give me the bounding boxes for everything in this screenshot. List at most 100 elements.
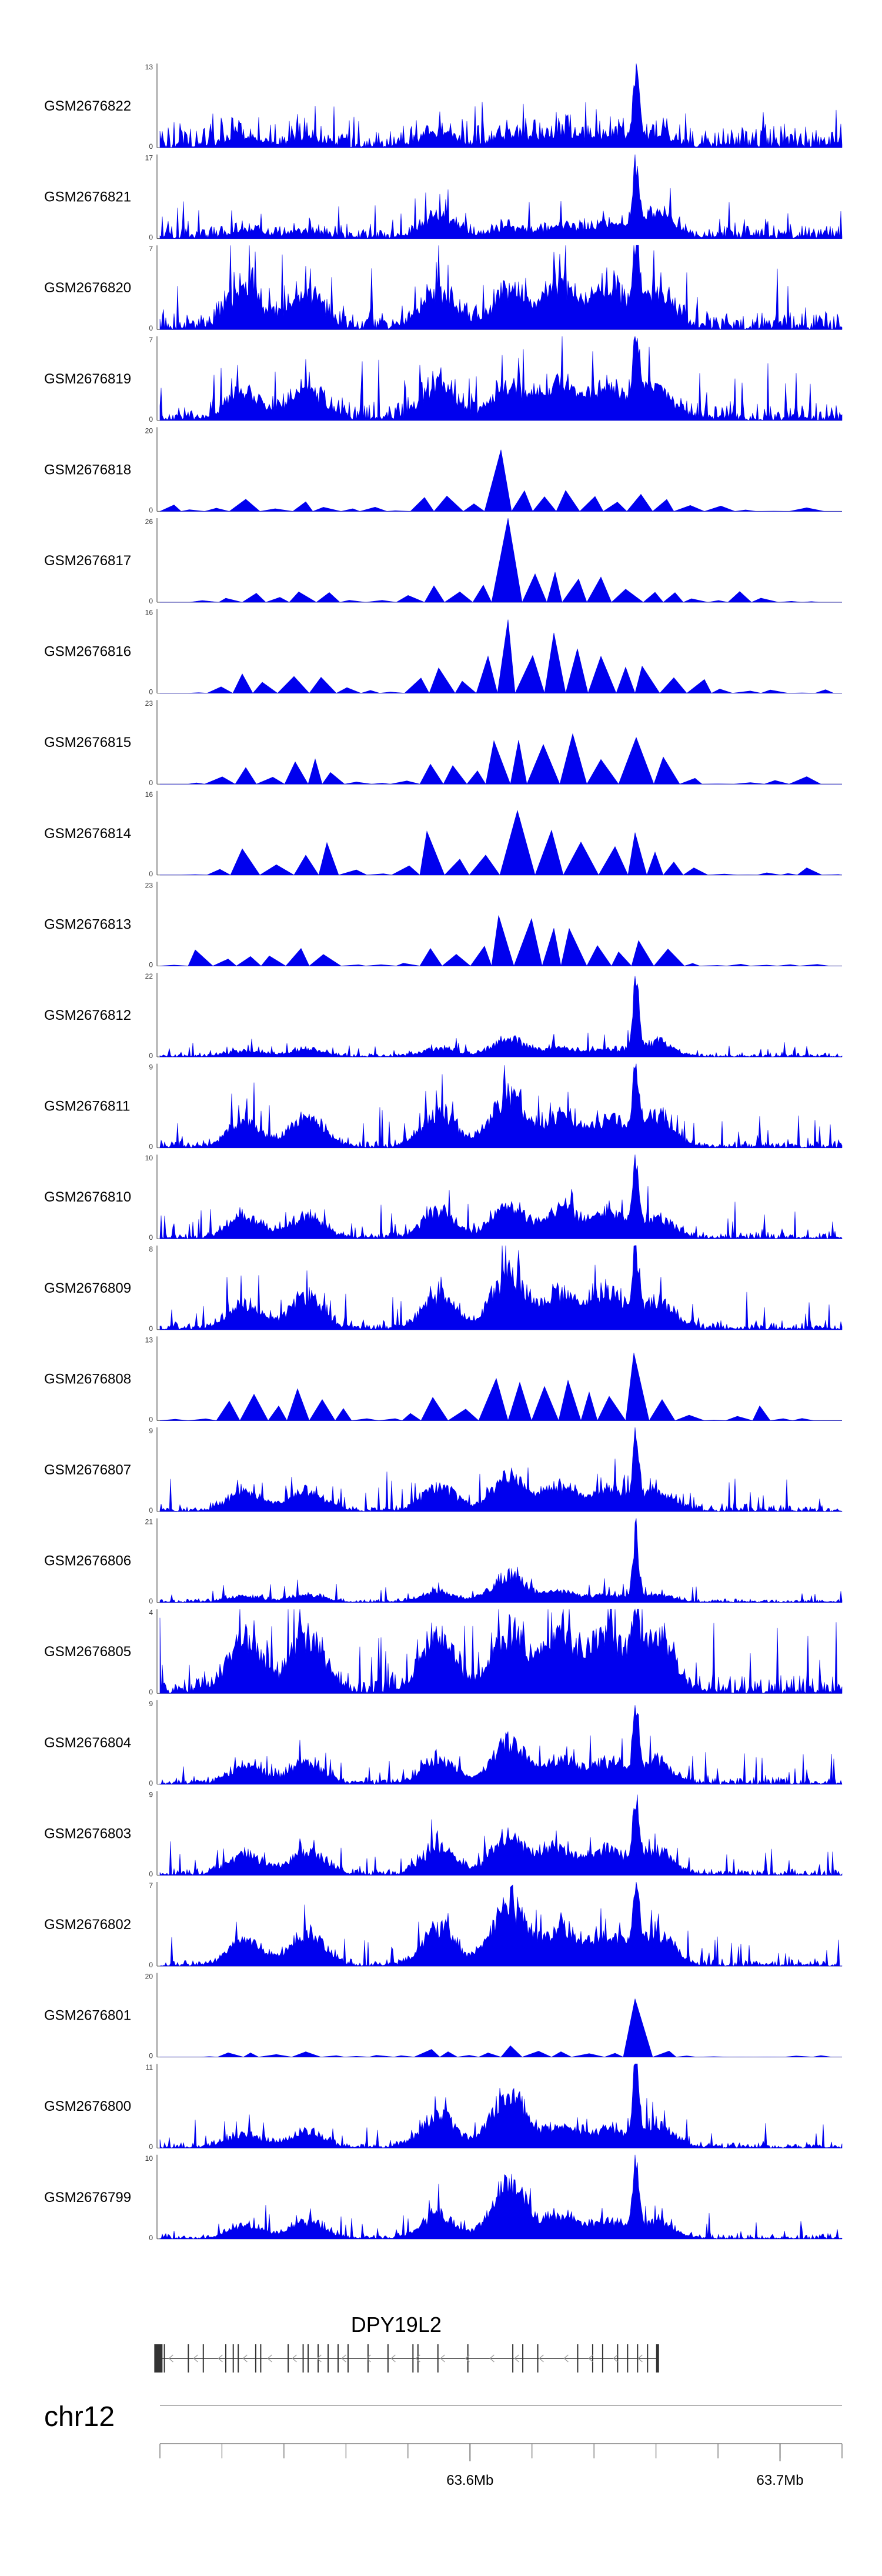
gene-exon xyxy=(202,2344,204,2373)
y-tick-zero: 0 xyxy=(149,1597,153,1606)
gene-exon xyxy=(387,2344,389,2373)
track-label: GSM2676817 xyxy=(44,553,131,569)
y-tick-zero: 0 xyxy=(149,2143,153,2151)
gene-exon xyxy=(512,2344,514,2373)
gene-exon xyxy=(577,2344,579,2373)
gene-exon xyxy=(437,2344,439,2373)
signal-area xyxy=(160,733,842,785)
signal-area xyxy=(159,154,843,239)
signal-area xyxy=(159,2063,843,2148)
signal-area xyxy=(160,518,842,603)
track-gsm2676803: GSM2676803 9 0 xyxy=(44,1790,843,1878)
strand-arrow xyxy=(316,2354,322,2363)
strand-arrow xyxy=(341,2354,346,2363)
gene-exon xyxy=(656,2344,659,2373)
gene-exon xyxy=(617,2344,619,2373)
y-tick-max: 8 xyxy=(149,1245,153,1253)
y-tick-max: 7 xyxy=(149,1881,153,1890)
y-tick-zero: 0 xyxy=(149,142,153,151)
gene-exon xyxy=(238,2344,239,2373)
signal-area xyxy=(160,809,843,876)
gene-exon xyxy=(302,2344,304,2373)
track-label: GSM2676806 xyxy=(44,1553,131,1569)
y-tick-max: 13 xyxy=(145,1336,153,1344)
signal-area xyxy=(159,915,842,967)
signal-area xyxy=(159,449,842,512)
track-label: GSM2676812 xyxy=(44,1007,131,1023)
y-tick-zero: 0 xyxy=(149,1415,153,1423)
track-label: GSM2676819 xyxy=(44,371,131,387)
y-tick-zero: 0 xyxy=(149,1506,153,1514)
y-tick-max: 23 xyxy=(145,699,153,708)
signal-area xyxy=(159,63,843,148)
signal-tracks: GSM2676822130GSM2676821170GSM267682070GS… xyxy=(44,63,843,2242)
y-tick-zero: 0 xyxy=(149,506,153,514)
y-tick-zero: 0 xyxy=(149,960,153,969)
y-tick-max: 10 xyxy=(145,1154,153,1162)
y-tick-max: 16 xyxy=(145,790,153,799)
track-gsm2676802: GSM2676802 7 0 xyxy=(44,1881,843,1969)
y-tick-zero: 0 xyxy=(149,324,153,332)
gene-exon xyxy=(337,2344,339,2373)
signal-area xyxy=(159,1154,843,1239)
gene-exon xyxy=(417,2344,419,2373)
gene-exon xyxy=(188,2344,189,2373)
gene-exon xyxy=(537,2344,539,2373)
y-tick-zero: 0 xyxy=(149,2234,153,2242)
gene-exon xyxy=(225,2344,226,2373)
gene-exon xyxy=(637,2344,639,2373)
track-label: GSM2676820 xyxy=(44,280,131,296)
track-gsm2676800: GSM2676800 11 0 xyxy=(44,2063,843,2151)
strand-arrow xyxy=(613,2354,618,2363)
track-label: GSM2676822 xyxy=(44,98,131,114)
track-gsm2676818: GSM2676818 20 0 xyxy=(44,426,842,514)
y-tick-max: 11 xyxy=(146,2063,153,2071)
strand-arrow xyxy=(440,2354,445,2363)
gene-exon xyxy=(260,2344,262,2373)
track-gsm2676806: GSM2676806 21 0 xyxy=(44,1518,843,1606)
y-tick-max: 21 xyxy=(145,1518,153,1526)
y-tick-max: 22 xyxy=(145,972,153,980)
track-label: GSM2676815 xyxy=(44,735,131,750)
gene-exon xyxy=(288,2344,289,2373)
signal-area xyxy=(159,976,843,1057)
signal-area xyxy=(159,1353,842,1422)
track-label: GSM2676804 xyxy=(44,1735,131,1751)
axis-tick-label: 63.7Mb xyxy=(757,2472,804,2488)
y-tick-max: 26 xyxy=(145,518,153,526)
y-tick-max: 20 xyxy=(145,426,153,435)
strand-arrow xyxy=(292,2354,297,2363)
signal-area xyxy=(159,1609,843,1694)
signal-area xyxy=(159,1881,843,1967)
strand-arrow xyxy=(242,2354,248,2363)
gene-exon xyxy=(347,2344,349,2373)
chromosome-label: chr12 xyxy=(44,2401,115,2432)
signal-area xyxy=(159,1245,843,1330)
track-label: GSM2676810 xyxy=(44,1189,131,1205)
gene-exon xyxy=(255,2344,256,2373)
y-tick-zero: 0 xyxy=(149,1870,153,1878)
track-gsm2676804: GSM2676804 9 0 xyxy=(44,1700,843,1787)
gene-track: DPY19L2 xyxy=(154,2313,659,2373)
strand-arrow xyxy=(168,2354,173,2363)
strand-arrow xyxy=(465,2354,470,2363)
y-tick-zero: 0 xyxy=(149,870,153,878)
signal-area xyxy=(160,619,842,694)
y-tick-zero: 0 xyxy=(149,2052,153,2060)
track-gsm2676817: GSM2676817 26 0 xyxy=(44,518,842,605)
y-tick-max: 10 xyxy=(145,2154,153,2163)
y-tick-max: 9 xyxy=(149,1790,153,1798)
axis-tick-label: 63.6Mb xyxy=(446,2472,493,2488)
track-gsm2676815: GSM2676815 23 0 xyxy=(44,699,842,787)
y-tick-zero: 0 xyxy=(149,1779,153,1787)
gene-exon xyxy=(467,2344,469,2373)
gene-exon xyxy=(154,2344,163,2373)
track-gsm2676808: GSM2676808 13 0 xyxy=(44,1336,842,1423)
strand-arrow xyxy=(267,2354,272,2363)
track-label: GSM2676811 xyxy=(44,1099,130,1115)
track-label: GSM2676814 xyxy=(44,826,131,842)
y-tick-zero: 0 xyxy=(149,1688,153,1696)
strand-arrow xyxy=(218,2354,223,2363)
strand-arrow xyxy=(193,2354,198,2363)
gene-exon xyxy=(318,2344,319,2373)
